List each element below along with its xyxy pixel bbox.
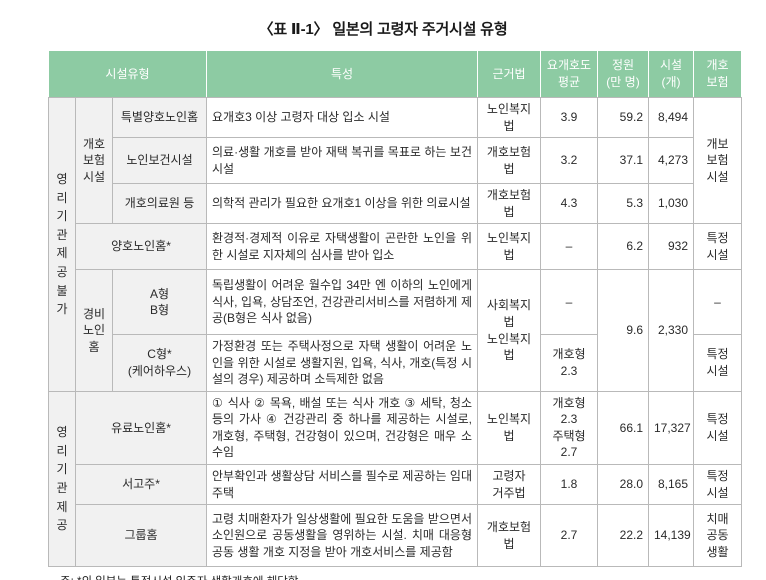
care-level-cell: 1.8 [540, 464, 598, 506]
count-cell: 14,139 [648, 504, 694, 568]
description-cell: 독립생활이 어려운 월수입 34만 엔 이하의 노인에게 식사, 입욕, 상담조… [206, 269, 478, 336]
group-label-keihi: 경비 노인 홈 [75, 269, 113, 392]
group-label-kaigo-hoken: 개호 보험 시설 [75, 96, 113, 225]
care-level-cell: 3.2 [540, 137, 598, 185]
header-row: 시설유형 특성 근거법 요개호도 평균 정원 (만 명) 시설 (개) 개호 보… [48, 51, 742, 98]
capacity-cell: 5.3 [597, 183, 649, 225]
description-cell: 안부확인과 생활상담 서비스를 필수로 제공하는 임대 주택 [206, 464, 478, 506]
count-cell: 1,030 [648, 183, 694, 225]
count-cell: 932 [648, 223, 694, 271]
section-label-profit: 영 리 기 관 제 공 [48, 390, 76, 568]
facility-name-cell: A형 B형 [112, 269, 207, 336]
table-row-yuryo-home: 영 리 기 관 제 공 유료노인홈* ① 식사 ② 목욕, 배설 또는 식사 개… [48, 390, 742, 568]
header-facility-count: 시설 (개) [648, 51, 694, 98]
capacity-cell: 6.2 [597, 223, 649, 271]
facility-name-cell: 유료노인홈* [75, 390, 207, 466]
capacity-cell: 66.1 [597, 390, 649, 466]
insurance-cell: 특정 시설 [693, 390, 742, 466]
table-row-group-home: 그룹홈 고령 치매환자가 일상생활에 필요한 도움을 받으면서 소인원으로 공동… [49, 504, 742, 568]
care-level-cell: 2.7 [540, 504, 598, 568]
law-cell: 개호보험법 [477, 183, 541, 225]
count-cell: 2,330 [648, 269, 694, 392]
capacity-cell: 37.1 [597, 137, 649, 185]
law-cell: 개호보험법 [477, 137, 541, 185]
section-label-nonprofit: 영 리 기 관 제 공 불 가 [48, 97, 76, 392]
facility-type-table: 시설유형 특성 근거법 요개호도 평균 정원 (만 명) 시설 (개) 개호 보… [48, 51, 742, 568]
header-care-level-avg: 요개호도 평균 [540, 51, 598, 98]
count-cell: 8,165 [648, 464, 694, 506]
care-level-cell: – [540, 223, 598, 271]
care-level-cell: – [540, 269, 598, 336]
description-cell: 요개호3 이상 고령자 대상 입소 시설 [206, 96, 478, 139]
insurance-cell: 특정 시설 [693, 464, 742, 506]
law-cell: 고령자 거주법 [477, 464, 541, 506]
header-legal-basis: 근거법 [477, 51, 541, 98]
care-level-cell: 3.9 [540, 96, 598, 139]
law-cell: 노인복지법 [477, 96, 541, 139]
capacity-cell: 9.6 [597, 269, 649, 392]
table-row-c-type: C형* (케어하우스) 가정환경 또는 주택사정으로 자택 생활이 어려운 노인… [49, 334, 742, 392]
care-level-cell: 개호형 2.3 주택형 2.7 [540, 390, 598, 466]
description-cell: 가정환경 또는 주택사정으로 자택 생활이 어려운 노인을 위한 시설로 생활지… [206, 334, 478, 392]
facility-name-cell: C형* (케어하우스) [112, 334, 207, 392]
insurance-cell: 개보 보험 시설 [693, 96, 742, 225]
facility-name-cell: 노인보건시설 [112, 137, 207, 185]
header-capacity: 정원 (만 명) [597, 51, 649, 98]
capacity-cell: 22.2 [597, 504, 649, 568]
facility-name-cell: 양호노인홈* [75, 223, 207, 271]
table-row-yogo-home: 양호노인홈* 환경적·경제적 이유로 자택생활이 곤란한 노인을 위한 시설로 … [49, 223, 742, 271]
header-care-insurance: 개호 보험 [693, 51, 742, 98]
table-title: 〈표 Ⅱ-1〉 일본의 고령자 주거시설 유형 [258, 21, 508, 38]
capacity-cell: 28.0 [597, 464, 649, 506]
facility-name-cell: 서고주* [75, 464, 207, 506]
law-cell: 사회복지법 노인복지법 [477, 269, 541, 392]
facility-name-cell: 그룹홈 [75, 504, 207, 568]
insurance-cell: – [693, 269, 742, 336]
insurance-cell: 치매 공동 생활 [693, 504, 742, 568]
care-level-cell: 개호형 2.3 [540, 334, 598, 392]
care-level-cell: 4.3 [540, 183, 598, 225]
header-facility-type: 시설유형 [48, 51, 207, 98]
description-cell: 의학적 관리가 필요한 요개호1 이상을 위한 의료시설 [206, 183, 478, 225]
table-row-rojin-hoken: 노인보건시설 의료·생활 개호를 받아 재택 복귀를 목표로 하는 보건시설 개… [49, 137, 742, 185]
count-cell: 8,494 [648, 96, 694, 139]
law-cell: 노인복지법 [477, 223, 541, 271]
description-cell: 환경적·경제적 이유로 자택생활이 곤란한 노인을 위한 시설로 지자체의 심사… [206, 223, 478, 271]
description-cell: 의료·생활 개호를 받아 재택 복귀를 목표로 하는 보건시설 [206, 137, 478, 185]
law-cell: 개호보험법 [477, 504, 541, 568]
table-row-seokoju: 서고주* 안부확인과 생활상담 서비스를 필수로 제공하는 임대 주택 고령자 … [49, 464, 742, 506]
law-cell: 노인복지법 [477, 390, 541, 466]
description-cell: 고령 치매환자가 일상생활에 필요한 도움을 받으면서 소인원으로 공동생활을 … [206, 504, 478, 568]
table-row-kaigo-iryoin: 개호의료원 등 의학적 관리가 필요한 요개호1 이상을 위한 의료시설 개호보… [49, 183, 742, 225]
header-characteristics: 특성 [206, 51, 478, 98]
facility-name-cell: 개호의료원 등 [112, 183, 207, 225]
description-cell: ① 식사 ② 목욕, 배설 또는 식사 개호 ③ 세탁, 청소 등의 가사 ④ … [206, 390, 478, 466]
table-row-ab-type: 경비 노인 홈 A형 B형 독립생활이 어려운 월수입 34만 엔 이하의 노인… [49, 269, 742, 392]
insurance-cell: 특정 시설 [693, 223, 742, 271]
capacity-cell: 59.2 [597, 96, 649, 139]
facility-name-cell: 특별양호노인홈 [112, 96, 207, 139]
count-cell: 17,327 [648, 390, 694, 466]
insurance-cell: 특정 시설 [693, 334, 742, 392]
count-cell: 4,273 [648, 137, 694, 185]
table-row-tokubetsu-yogo: 영 리 기 관 제 공 불 가 개호 보험 시설 특별양호노인홈 요개호3 이상… [48, 96, 742, 392]
